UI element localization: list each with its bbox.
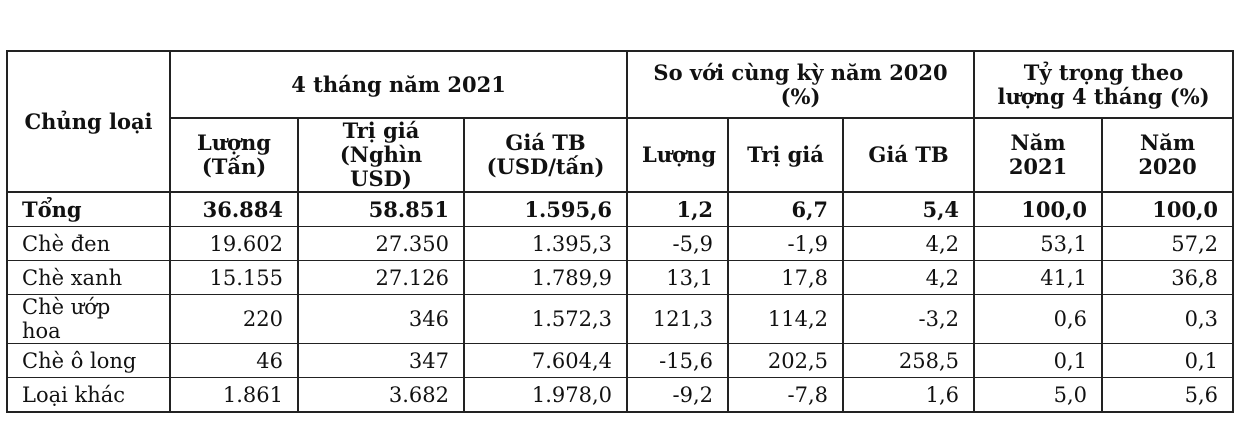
cell-cmp-value: 202,5 xyxy=(727,343,845,378)
table-row: Loại khác 1.861 3.682 1.978,0 -9,2 -7,8 … xyxy=(6,377,1235,413)
cell-avg-price: 1.395,3 xyxy=(462,226,629,261)
cell-share-2021: 0,1 xyxy=(973,343,1104,378)
table-row: Chè ướp hoa 220 346 1.572,3 121,3 114,2 … xyxy=(6,294,1235,344)
cell-cmp-avg-price: 4,2 xyxy=(842,226,976,261)
header-product-type: Chủng loại xyxy=(6,50,171,193)
header-cmp-avg-price: Giá TB xyxy=(842,117,976,193)
cell-name: Chè đen xyxy=(6,226,171,261)
cell-name: Chè xanh xyxy=(6,260,171,295)
cell-volume: 19.602 xyxy=(169,226,299,261)
cell-cmp-volume: 121,3 xyxy=(626,294,730,344)
cell-name: Chè ô long xyxy=(6,343,171,378)
cell-volume: 46 xyxy=(169,343,299,378)
cell-share-2020: 0,3 xyxy=(1101,294,1235,344)
cell-cmp-value: 114,2 xyxy=(727,294,845,344)
cell-cmp-volume: -15,6 xyxy=(626,343,730,378)
cell-avg-price: 1.978,0 xyxy=(462,377,629,413)
cell-cmp-avg-price: 1,6 xyxy=(842,377,976,413)
table-row: Chè đen 19.602 27.350 1.395,3 -5,9 -1,9 … xyxy=(6,226,1235,261)
header-volume: Lượng (Tấn) xyxy=(169,117,299,193)
cell-volume: 220 xyxy=(169,294,299,344)
header-avg-price: Giá TB (USD/tấn) xyxy=(462,117,629,193)
header-cmp-volume: Lượng xyxy=(626,117,730,193)
cell-value: 27.350 xyxy=(297,226,465,261)
cell-cmp-avg-price: 5,4 xyxy=(842,191,976,227)
cell-cmp-volume: 13,1 xyxy=(626,260,730,295)
cell-share-2020: 0,1 xyxy=(1101,343,1235,378)
cell-cmp-value: 6,7 xyxy=(727,191,845,227)
table-row-total: Tổng 36.884 58.851 1.595,6 1,2 6,7 5,4 1… xyxy=(6,191,1235,227)
header-value: Trị giá (Nghìn USD) xyxy=(297,117,465,193)
cell-volume: 36.884 xyxy=(169,191,299,227)
cell-cmp-avg-price: 4,2 xyxy=(842,260,976,295)
header-cmp-value: Trị giá xyxy=(727,117,845,193)
cell-cmp-volume: -9,2 xyxy=(626,377,730,413)
cell-cmp-value: 17,8 xyxy=(727,260,845,295)
cell-value: 27.126 xyxy=(297,260,465,295)
header-group-2021: 4 tháng năm 2021 xyxy=(168,50,629,119)
cell-share-2021: 41,1 xyxy=(973,260,1104,295)
cell-cmp-avg-price: 258,5 xyxy=(842,343,976,378)
header-group-compare: So với cùng kỳ năm 2020 (%) xyxy=(626,50,976,119)
cell-avg-price: 1.595,6 xyxy=(462,191,629,227)
table-row: Chè xanh 15.155 27.126 1.789,9 13,1 17,8… xyxy=(6,260,1235,295)
cell-cmp-avg-price: -3,2 xyxy=(842,294,976,344)
table-row: Chè ô long 46 347 7.604,4 -15,6 202,5 25… xyxy=(6,343,1235,378)
cell-cmp-value: -1,9 xyxy=(727,226,845,261)
cell-share-2020: 57,2 xyxy=(1101,226,1235,261)
cell-cmp-volume: -5,9 xyxy=(626,226,730,261)
cell-cmp-volume: 1,2 xyxy=(626,191,730,227)
cell-value: 3.682 xyxy=(297,377,465,413)
header-group-share: Tỷ trọng theo lượng 4 tháng (%) xyxy=(973,50,1235,119)
cell-value: 347 xyxy=(297,343,465,378)
cell-cmp-value: -7,8 xyxy=(727,377,845,413)
cell-avg-price: 1.789,9 xyxy=(462,260,629,295)
cell-avg-price: 7.604,4 xyxy=(462,343,629,378)
cell-share-2021: 5,0 xyxy=(973,377,1104,413)
cell-share-2020: 36,8 xyxy=(1101,260,1235,295)
header-share-2021: Năm 2021 xyxy=(973,117,1104,193)
cell-avg-price: 1.572,3 xyxy=(462,294,629,344)
cell-volume: 1.861 xyxy=(169,377,299,413)
cell-name: Loại khác xyxy=(6,377,171,413)
tea-export-table: Chủng loại 4 tháng năm 2021 So với cùng … xyxy=(6,50,1235,413)
cell-share-2020: 5,6 xyxy=(1101,377,1235,413)
cell-value: 346 xyxy=(297,294,465,344)
cell-share-2021: 0,6 xyxy=(973,294,1104,344)
cell-share-2021: 53,1 xyxy=(973,226,1104,261)
cell-share-2020: 100,0 xyxy=(1101,191,1235,227)
cell-volume: 15.155 xyxy=(169,260,299,295)
header-share-2020: Năm 2020 xyxy=(1101,117,1235,193)
cell-value: 58.851 xyxy=(297,191,465,227)
cell-share-2021: 100,0 xyxy=(973,191,1104,227)
cell-name: Chè ướp hoa xyxy=(6,294,171,344)
cell-name: Tổng xyxy=(6,191,171,227)
